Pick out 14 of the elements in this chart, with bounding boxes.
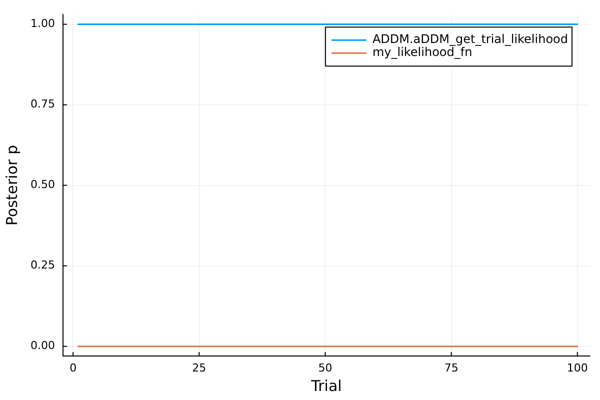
x-tick-label: 25 [192,361,206,374]
y-tick-label: 0.75 [30,98,55,111]
y-tick-label: 0.00 [30,339,55,352]
legend-label: my_likelihood_fn [372,45,472,60]
x-tick-label: 0 [70,361,77,374]
y-axis-title: Posterior p [2,145,21,226]
y-tick-label: 0.25 [30,258,55,272]
y-tick-label: 1.00 [30,17,55,30]
x-axis-title: Trial [310,376,342,395]
x-tick-label: 50 [318,361,332,374]
x-tick-label: 75 [444,361,458,374]
x-tick-label: 100 [566,361,588,374]
y-tick-label: 0.50 [30,178,55,192]
legend-label: ADDM.aDDM_get_trial_likelihood [372,32,568,46]
